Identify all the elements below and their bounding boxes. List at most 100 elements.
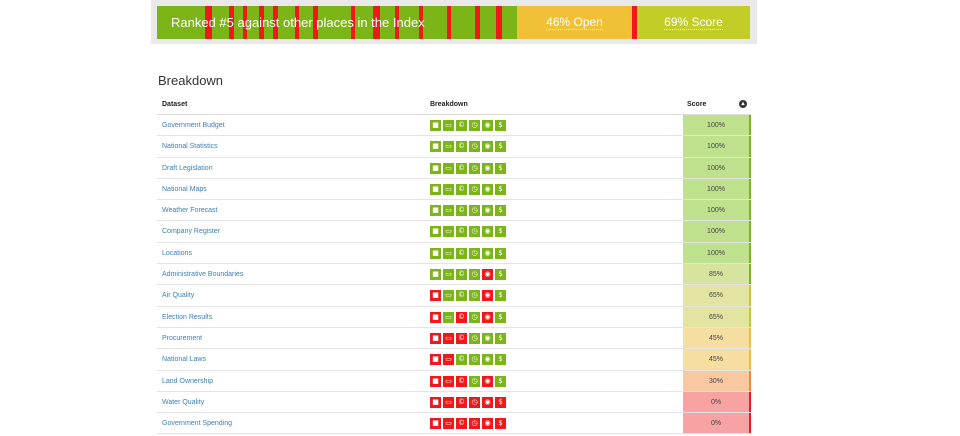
dataset-link[interactable]: Company Register [162,228,220,236]
dollar-icon[interactable]: $ [495,226,506,238]
lock-icon[interactable]: ■ [430,226,441,238]
clock-icon[interactable]: ◷ [469,396,480,408]
clock-icon[interactable]: ◷ [469,205,480,217]
clock-icon[interactable]: ◷ [469,120,480,131]
dollar-icon[interactable]: $ [495,396,506,408]
eye-icon[interactable]: ◉ [482,205,493,217]
eye-icon[interactable]: ◉ [482,375,493,387]
eye-icon[interactable]: ◉ [482,120,493,131]
keyboard-icon[interactable]: ▭ [443,247,454,259]
clock-icon[interactable]: ◷ [469,375,480,387]
eye-icon[interactable]: ◉ [482,226,493,238]
lock-icon[interactable]: ■ [430,120,441,131]
lock-icon[interactable]: ■ [430,375,441,387]
lock-icon[interactable]: ■ [430,141,441,153]
dollar-icon[interactable]: $ [495,247,506,259]
license-icon[interactable]: © [456,247,467,259]
dollar-icon[interactable]: $ [495,269,506,281]
dataset-link[interactable]: Government Budget [162,122,225,129]
clock-icon[interactable]: ◷ [469,141,480,153]
clock-icon[interactable]: ◷ [469,183,480,195]
keyboard-icon[interactable]: ▭ [443,290,454,302]
clock-icon[interactable]: ◷ [469,247,480,259]
lock-icon[interactable]: ■ [430,311,441,323]
lock-icon[interactable]: ■ [430,162,441,174]
dollar-icon[interactable]: $ [495,375,506,387]
dollar-icon[interactable]: $ [495,183,506,195]
license-icon[interactable]: © [456,226,467,238]
keyboard-icon[interactable]: ▭ [443,183,454,195]
clock-icon[interactable]: ◷ [469,269,480,281]
score-percentage-badge[interactable]: 69% Score [637,6,750,39]
keyboard-icon[interactable]: ▭ [443,418,454,430]
license-icon[interactable]: © [456,311,467,323]
dollar-icon[interactable]: $ [495,311,506,323]
dataset-link[interactable]: National Maps [162,185,207,193]
lock-icon[interactable]: ■ [430,183,441,195]
dataset-link[interactable]: Locations [162,249,192,257]
eye-icon[interactable]: ◉ [482,332,493,344]
license-icon[interactable]: © [456,332,467,344]
lock-icon[interactable]: ■ [430,290,441,302]
eye-icon[interactable]: ◉ [482,162,493,174]
license-icon[interactable]: © [456,183,467,195]
dataset-link[interactable]: National Statistics [162,143,218,151]
dataset-link[interactable]: Government Spending [162,420,233,428]
license-icon[interactable]: © [456,396,467,408]
license-icon[interactable]: © [456,418,467,430]
dollar-icon[interactable]: $ [495,141,506,153]
dataset-link[interactable]: Air Quality [162,292,195,300]
clock-icon[interactable]: ◷ [469,290,480,302]
dataset-link[interactable]: Water Quality [162,398,205,406]
keyboard-icon[interactable]: ▭ [443,269,454,281]
eye-icon[interactable]: ◉ [482,247,493,259]
eye-icon[interactable]: ◉ [482,311,493,323]
clock-icon[interactable]: ◷ [469,311,480,323]
lock-icon[interactable]: ■ [430,205,441,217]
chevron-up-circle-icon[interactable]: ▴ [739,100,747,108]
keyboard-icon[interactable]: ▭ [443,396,454,408]
license-icon[interactable]: © [456,290,467,302]
clock-icon[interactable]: ◷ [469,418,480,430]
eye-icon[interactable]: ◉ [482,183,493,195]
clock-icon[interactable]: ◷ [469,354,480,366]
dataset-link[interactable]: National Laws [162,356,206,364]
keyboard-icon[interactable]: ▭ [443,354,454,366]
dataset-link[interactable]: Land Ownership [162,377,213,385]
lock-icon[interactable]: ■ [430,247,441,259]
dollar-icon[interactable]: $ [495,418,506,430]
license-icon[interactable]: © [456,120,467,131]
eye-icon[interactable]: ◉ [482,354,493,366]
keyboard-icon[interactable]: ▭ [443,141,454,153]
dollar-icon[interactable]: $ [495,205,506,217]
dollar-icon[interactable]: $ [495,354,506,366]
dollar-icon[interactable]: $ [495,332,506,344]
dollar-icon[interactable]: $ [495,120,506,131]
lock-icon[interactable]: ■ [430,269,441,281]
dollar-icon[interactable]: $ [495,290,506,302]
clock-icon[interactable]: ◷ [469,332,480,344]
keyboard-icon[interactable]: ▭ [443,332,454,344]
dataset-link[interactable]: Election Results [162,313,213,321]
dataset-link[interactable]: Draft Legislation [162,164,213,172]
keyboard-icon[interactable]: ▭ [443,162,454,174]
eye-icon[interactable]: ◉ [482,290,493,302]
lock-icon[interactable]: ■ [430,354,441,366]
keyboard-icon[interactable]: ▭ [443,375,454,387]
license-icon[interactable]: © [456,205,467,217]
lock-icon[interactable]: ■ [430,396,441,408]
lock-icon[interactable]: ■ [430,418,441,430]
license-icon[interactable]: © [456,354,467,366]
keyboard-icon[interactable]: ▭ [443,226,454,238]
license-icon[interactable]: © [456,162,467,174]
keyboard-icon[interactable]: ▭ [443,120,454,131]
keyboard-icon[interactable]: ▭ [443,205,454,217]
clock-icon[interactable]: ◷ [469,226,480,238]
open-percentage-badge[interactable]: 46% Open [517,6,632,39]
license-icon[interactable]: © [456,375,467,387]
dataset-link[interactable]: Procurement [162,334,203,342]
license-icon[interactable]: © [456,269,467,281]
dollar-icon[interactable]: $ [495,162,506,174]
keyboard-icon[interactable]: ▭ [443,311,454,323]
eye-icon[interactable]: ◉ [482,269,493,281]
